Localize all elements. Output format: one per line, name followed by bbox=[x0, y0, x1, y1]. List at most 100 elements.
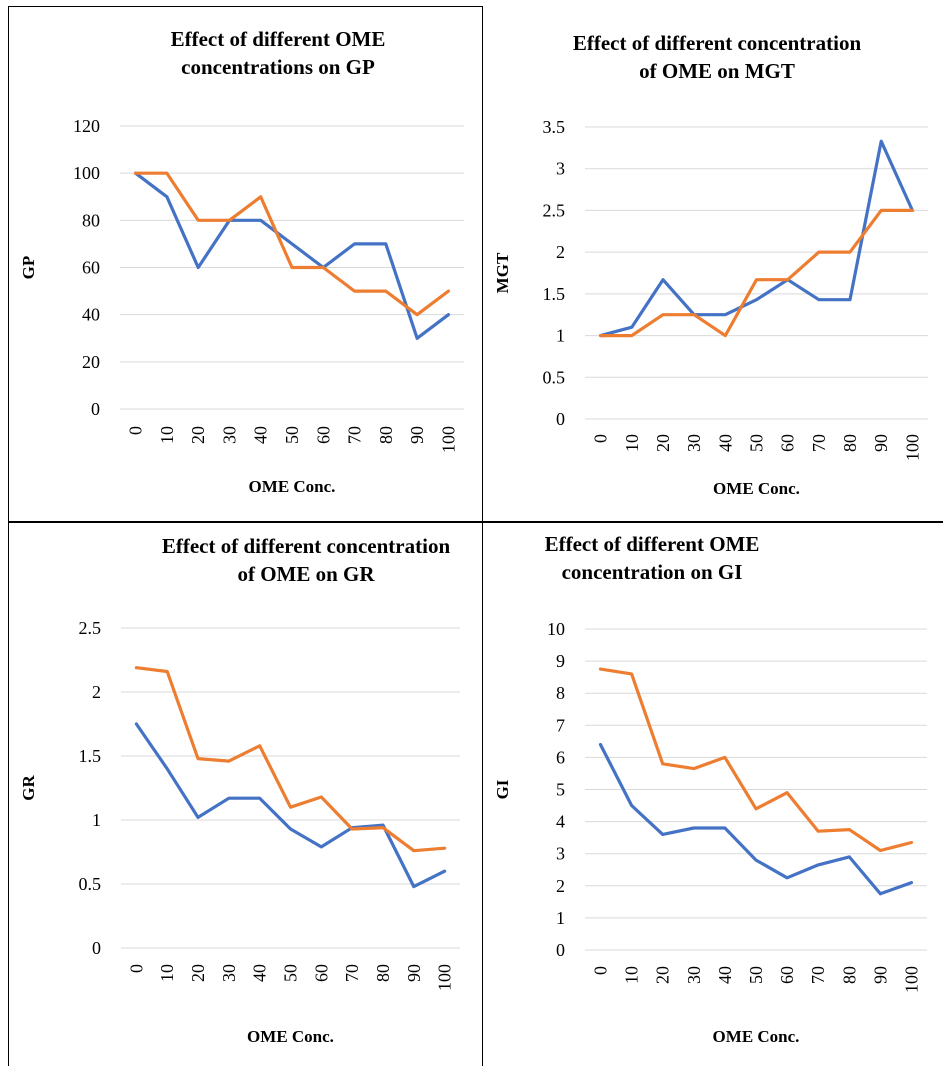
x-tick-label: 80 bbox=[839, 966, 859, 984]
y-axis-label: GR bbox=[19, 775, 38, 801]
x-tick-label: 20 bbox=[188, 426, 208, 444]
x-tick-label: 60 bbox=[777, 966, 797, 984]
y-tick-label: 1.5 bbox=[79, 746, 102, 766]
y-tick-label: 120 bbox=[73, 116, 100, 136]
y-tick-label: 3 bbox=[556, 844, 565, 864]
table-border-top bbox=[8, 6, 482, 7]
x-tick-label: 90 bbox=[407, 426, 427, 444]
x-tick-label: 50 bbox=[747, 434, 767, 452]
x-axis-label: OME Conc. bbox=[713, 1027, 800, 1046]
series-line-1 bbox=[601, 141, 913, 335]
chart-title-line: Effect of different OME bbox=[545, 532, 760, 556]
x-tick-label: 0 bbox=[126, 964, 146, 973]
series-line-1 bbox=[601, 745, 912, 894]
y-tick-label: 80 bbox=[82, 210, 100, 230]
y-tick-label: 20 bbox=[82, 352, 100, 372]
y-tick-label: 0.5 bbox=[543, 367, 566, 387]
x-tick-label: 20 bbox=[653, 434, 673, 452]
x-tick-label: 50 bbox=[281, 964, 301, 982]
y-axis-label: GP bbox=[19, 256, 38, 280]
chart-title-line: of OME on MGT bbox=[639, 59, 795, 83]
y-tick-label: 2.5 bbox=[543, 200, 566, 220]
x-tick-label: 80 bbox=[840, 434, 860, 452]
x-tick-label: 80 bbox=[373, 964, 393, 982]
y-tick-label: 40 bbox=[82, 305, 100, 325]
series-line-2 bbox=[136, 668, 444, 851]
y-tick-label: 2 bbox=[92, 682, 101, 702]
x-tick-label: 30 bbox=[684, 434, 704, 452]
chart-svg-mgt: Effect of different concentration of OME … bbox=[482, 6, 943, 522]
chart-panel-gp: Effect of different OME concentrations on… bbox=[8, 6, 482, 522]
x-tick-label: 50 bbox=[746, 966, 766, 984]
x-tick-label: 0 bbox=[126, 426, 146, 435]
x-tick-label: 100 bbox=[435, 964, 455, 991]
x-tick-label: 40 bbox=[251, 426, 271, 444]
chart-panel-gr: Effect of different concentration of OME … bbox=[8, 522, 482, 1066]
x-tick-label: 0 bbox=[591, 966, 611, 975]
x-tick-label: 60 bbox=[311, 964, 331, 982]
chart-title-line: Effect of different OME bbox=[171, 27, 386, 51]
chart-title-line: Effect of different concentration bbox=[162, 534, 451, 558]
y-tick-label: 8 bbox=[556, 683, 565, 703]
chart-svg-gr: Effect of different concentration of OME … bbox=[8, 522, 482, 1066]
y-tick-label: 7 bbox=[556, 715, 565, 735]
x-axis-label: OME Conc. bbox=[713, 479, 800, 498]
y-tick-label: 0.5 bbox=[79, 874, 102, 894]
y-tick-label: 0 bbox=[92, 938, 101, 958]
x-tick-label: 80 bbox=[376, 426, 396, 444]
y-tick-label: 3 bbox=[556, 159, 565, 179]
y-tick-label: 60 bbox=[82, 258, 100, 278]
x-tick-label: 40 bbox=[715, 966, 735, 984]
x-tick-label: 70 bbox=[345, 426, 365, 444]
x-tick-label: 40 bbox=[250, 964, 270, 982]
chart-panel-gi: Effect of different OME concentration on … bbox=[482, 522, 943, 1066]
x-tick-label: 60 bbox=[778, 434, 798, 452]
y-tick-label: 6 bbox=[556, 747, 565, 767]
y-tick-label: 4 bbox=[556, 812, 565, 832]
x-tick-label: 10 bbox=[157, 964, 177, 982]
x-tick-label: 100 bbox=[902, 434, 922, 461]
y-tick-label: 1.5 bbox=[543, 284, 566, 304]
x-tick-label: 70 bbox=[342, 964, 362, 982]
y-tick-label: 5 bbox=[556, 780, 565, 800]
y-tick-label: 2 bbox=[556, 242, 565, 262]
chart-svg-gp: Effect of different OME concentrations on… bbox=[8, 6, 482, 522]
x-tick-label: 100 bbox=[438, 426, 458, 453]
y-tick-label: 0 bbox=[91, 399, 100, 419]
x-tick-label: 10 bbox=[622, 966, 642, 984]
y-tick-label: 2 bbox=[556, 876, 565, 896]
x-axis-label: OME Conc. bbox=[249, 477, 336, 496]
chart-title-line: Effect of different concentration bbox=[573, 31, 862, 55]
x-tick-label: 40 bbox=[715, 434, 735, 452]
y-tick-label: 1 bbox=[556, 326, 565, 346]
y-tick-label: 10 bbox=[547, 619, 565, 639]
x-tick-label: 60 bbox=[313, 426, 333, 444]
x-axis-label: OME Conc. bbox=[247, 1027, 334, 1046]
chart-panel-mgt: Effect of different concentration of OME … bbox=[482, 6, 943, 522]
table-border-center bbox=[8, 521, 943, 523]
chart-title-line: of OME on GR bbox=[237, 562, 375, 586]
x-tick-label: 20 bbox=[188, 964, 208, 982]
y-tick-label: 9 bbox=[556, 651, 565, 671]
table-border-left bbox=[8, 6, 9, 1066]
y-tick-label: 1 bbox=[556, 908, 565, 928]
x-tick-label: 70 bbox=[809, 434, 829, 452]
y-axis-label: GI bbox=[493, 779, 512, 799]
x-tick-label: 10 bbox=[157, 426, 177, 444]
y-tick-label: 2.5 bbox=[79, 618, 102, 638]
y-axis-label: MGT bbox=[493, 252, 512, 293]
series-line-2 bbox=[601, 210, 913, 335]
x-tick-label: 10 bbox=[622, 434, 642, 452]
x-tick-label: 90 bbox=[404, 964, 424, 982]
x-tick-label: 70 bbox=[808, 966, 828, 984]
x-tick-label: 30 bbox=[219, 964, 239, 982]
x-tick-label: 90 bbox=[870, 966, 890, 984]
y-tick-label: 0 bbox=[556, 940, 565, 960]
series-line-2 bbox=[601, 669, 912, 850]
x-tick-label: 90 bbox=[871, 434, 891, 452]
x-tick-label: 30 bbox=[219, 426, 239, 444]
chart-title-line: concentrations on GP bbox=[181, 55, 375, 79]
x-tick-label: 100 bbox=[901, 966, 921, 993]
chart-title-line: concentration on GI bbox=[562, 560, 743, 584]
y-tick-label: 3.5 bbox=[543, 117, 566, 137]
